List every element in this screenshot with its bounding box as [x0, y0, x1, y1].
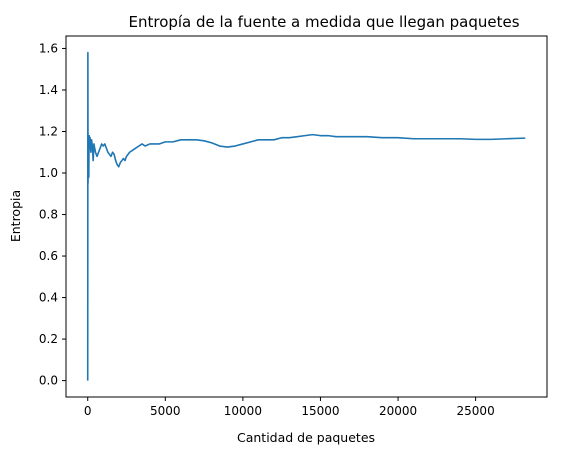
plot-frame	[65, 35, 548, 398]
y-axis-ticks: 0.0 0.2 0.4 0.6 0.8 1.0 1.2 1.4 1.6	[39, 41, 66, 388]
x-axis-label: Cantidad de paquetes	[237, 430, 375, 445]
x-tick-label: 15000	[301, 404, 339, 418]
y-axis-label: Entropia	[8, 190, 23, 242]
chart-title: Entropía de la fuente a medida que llega…	[128, 13, 519, 31]
y-tick-label: 1.6	[39, 41, 58, 55]
x-tick-label: 0	[84, 404, 92, 418]
plot-area	[86, 51, 526, 381]
entropy-series-line	[86, 51, 526, 381]
y-tick-label: 0.0	[39, 374, 58, 388]
y-tick-label: 0.6	[39, 249, 58, 263]
x-tick-label: 20000	[379, 404, 417, 418]
y-tick-label: 0.8	[39, 208, 58, 222]
x-axis-ticks: 0 5000 10000 15000 20000 25000	[84, 397, 495, 418]
x-tick-label: 10000	[224, 404, 262, 418]
y-tick-label: 0.4	[39, 291, 58, 305]
x-tick-label: 5000	[150, 404, 181, 418]
y-tick-label: 1.2	[39, 124, 58, 138]
y-tick-label: 1.0	[39, 166, 58, 180]
y-tick-label: 1.4	[39, 83, 58, 97]
x-tick-label: 25000	[457, 404, 495, 418]
y-tick-label: 0.2	[39, 332, 58, 346]
